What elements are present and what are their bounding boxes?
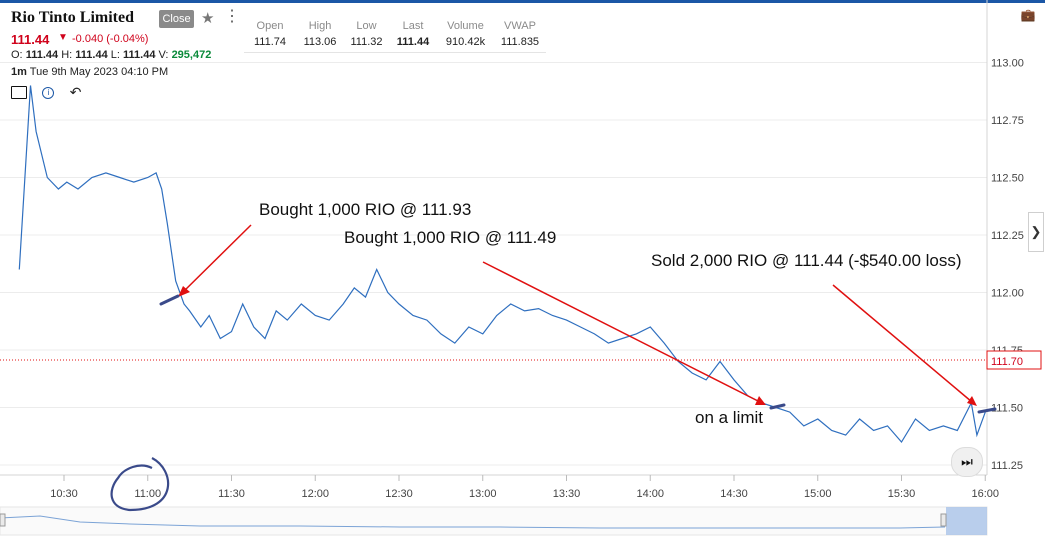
y-tick-label: 112.50 (991, 173, 1024, 185)
stat-label: High (308, 20, 332, 32)
jump-to-latest-icon[interactable]: ⏭ (951, 447, 983, 477)
ohlc-readout: O: 111.44 H: 111.44 L: 111.44 V: 295,472 (11, 49, 211, 61)
chart-toolbar: i ↶ (11, 84, 81, 101)
interval-row: 1m Tue 9th May 2023 04:10 PM (11, 66, 168, 78)
x-tick-label: 14:30 (720, 488, 748, 500)
stat-value: 910.42k (445, 36, 486, 48)
annotation-sell: Sold 2,000 RIO @ 111.44 (-$540.00 loss) (651, 251, 962, 270)
close-button[interactable]: Close (159, 10, 194, 28)
navigator-track[interactable] (0, 506, 988, 536)
top-accent-bar (0, 0, 1045, 3)
navigator-handle-right[interactable] (940, 513, 947, 527)
x-axis-ticks: 10:30 11:00 11:30 12:00 12:30 13:00 13:30 14:00… (50, 475, 999, 500)
stat-label: Volume (447, 20, 484, 32)
arrow-sell (832, 284, 973, 403)
arrow-buy-1 (180, 224, 252, 295)
chevron-right-icon[interactable]: ❯ (1028, 212, 1044, 252)
y-tick-label: 113.00 (991, 58, 1024, 70)
low-value: 111.44 (123, 49, 156, 61)
x-tick-label: 16:00 (971, 488, 999, 500)
datetime-value: Tue 9th May 2023 04:10 PM (29, 66, 169, 78)
navigator-selection[interactable] (946, 507, 987, 535)
arrow-buy-2-head (755, 396, 766, 405)
navigator-sparkline (0, 515, 946, 529)
y-tick-label: 112.25 (991, 230, 1024, 242)
briefcase-icon[interactable]: 💼 (1020, 8, 1036, 22)
arrow-buy-2 (482, 261, 761, 403)
price-change: -0.040 (-0.04%) (72, 33, 149, 45)
y-tick-label: 111.50 (991, 403, 1023, 415)
annotation-buy-2: Bought 1,000 RIO @ 111.49 (344, 228, 557, 247)
x-tick-label: 15:30 (888, 488, 916, 500)
open-value: 111.44 (25, 49, 59, 61)
buy-2-marker (769, 403, 786, 410)
x-tick-label: 13:00 (469, 488, 497, 500)
stat-volume: Volume 910.42k (437, 20, 494, 48)
kebab-menu-icon[interactable]: ⋮ (224, 8, 240, 25)
navigator-handle-left[interactable] (0, 513, 6, 527)
interval-value[interactable]: 1m (11, 66, 27, 78)
y-tick-label: 112.00 (991, 288, 1024, 300)
last-price: 111.44 (11, 32, 50, 47)
down-arrow-icon: ▼ (58, 32, 68, 43)
stat-vwap: VWAP 111.835 (494, 20, 546, 48)
high-value: 111.44 (75, 49, 108, 61)
x-tick-label: 10:30 (50, 488, 78, 500)
y-tick-label: 112.75 (991, 115, 1024, 127)
volume-label: V: (158, 49, 169, 61)
sell-marker (977, 407, 997, 414)
low-label: L: (110, 49, 120, 61)
open-label: O: (11, 49, 23, 61)
stat-value: 113.06 (303, 36, 337, 48)
x-tick-label: 11:30 (218, 488, 245, 500)
stat-low: Low 111.32 (344, 20, 389, 48)
stat-value: 111.835 (500, 36, 540, 48)
x-tick-label: 15:00 (804, 488, 832, 500)
stat-open: Open 111.74 (244, 20, 296, 48)
info-icon[interactable]: i (42, 86, 55, 99)
star-icon[interactable]: ★ (201, 10, 215, 27)
x-tick-label: 13:30 (553, 488, 581, 500)
stat-high: High 113.06 (296, 20, 344, 48)
price-series-line (18, 85, 986, 444)
current-price-box (986, 350, 1042, 370)
buy-1-marker (159, 294, 180, 306)
arrow-sell-head (967, 396, 977, 406)
y-tick-label: 111.25 (991, 460, 1023, 472)
x-tick-label: 11:00 (134, 488, 161, 500)
undo-icon[interactable]: ↶ (69, 84, 82, 100)
stat-value: 111.74 (253, 36, 286, 48)
stats-bar: Open 111.74 High 113.06 Low 111.32 Last 111.44 V… (244, 20, 546, 53)
stat-label: Last (402, 20, 424, 32)
save-layout-icon[interactable] (11, 86, 27, 99)
annotation-limit: on a limit (695, 408, 764, 427)
grid-lines (0, 62, 987, 476)
stat-value: 111.32 (350, 36, 383, 48)
x-tick-label: 12:30 (385, 488, 413, 500)
hand-drawn-circle (110, 457, 170, 512)
current-price-label: 111.70 (991, 356, 1023, 368)
stat-label: Open (256, 20, 284, 32)
instrument-title: Rio Tinto Limited (11, 9, 134, 26)
stat-label: VWAP (504, 20, 536, 32)
x-tick-label: 14:00 (636, 488, 664, 500)
volume-value: 295,472 (171, 49, 212, 61)
stat-label: Low (356, 20, 377, 32)
stat-value: 111.44 (396, 36, 430, 48)
high-label: H: (61, 49, 73, 61)
x-tick-label: 12:00 (301, 488, 329, 500)
arrow-buy-1-head (178, 286, 190, 297)
stat-last: Last 111.44 (389, 20, 437, 48)
annotation-buy-1: Bought 1,000 RIO @ 111.93 (259, 200, 472, 219)
